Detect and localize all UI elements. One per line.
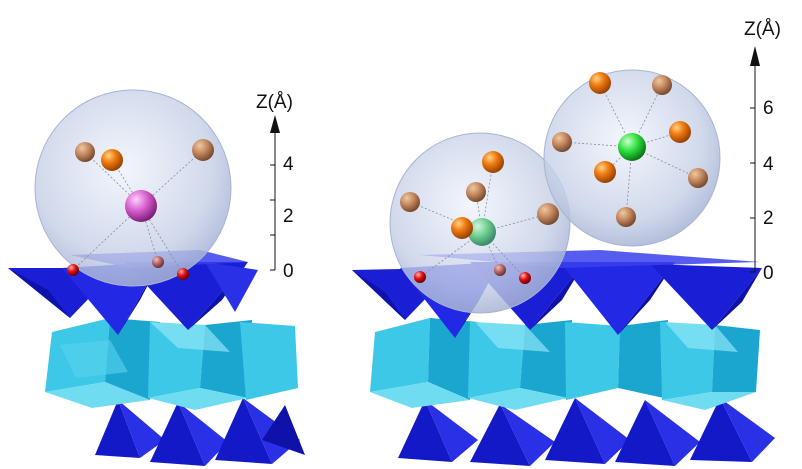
left-coordination-sphere <box>34 89 232 287</box>
right-tick-label-2: 2 <box>763 208 774 229</box>
water-oxygen-atom <box>400 192 420 212</box>
water-oxygen-atom <box>552 132 572 152</box>
surface-oxygen-atom <box>494 264 506 276</box>
water-oxygen-atom <box>75 142 95 162</box>
left-central-cation <box>125 190 157 222</box>
water-oxygen-atom <box>589 72 611 94</box>
right-bottom-tetrahedra-layer <box>398 398 775 466</box>
water-oxygen-atom <box>594 161 616 183</box>
left-tick-label-2: 2 <box>283 206 294 227</box>
left-z-axis: Z(Å) 0 2 4 <box>256 92 294 282</box>
water-oxygen-atom <box>451 217 473 239</box>
surface-oxygen-atom <box>67 264 79 276</box>
left-bottom-tetrahedra-layer <box>95 398 305 466</box>
surface-oxygen-atom <box>414 271 426 283</box>
water-oxygen-atom <box>616 207 636 227</box>
water-oxygen-atom <box>669 121 691 143</box>
water-oxygen-atom <box>537 203 559 225</box>
left-panel <box>8 89 305 466</box>
water-oxygen-atom <box>466 182 486 202</box>
left-octahedra-layer <box>45 318 298 410</box>
right-tick-label-6: 6 <box>763 98 774 119</box>
right-tick-label-0: 0 <box>763 263 774 284</box>
right-z-axis: Z(Å) 0 2 4 6 <box>744 19 781 284</box>
water-oxygen-atom <box>482 151 504 173</box>
water-oxygen-atom <box>688 168 708 188</box>
right-octahedra-layer <box>370 318 760 410</box>
right-tick-label-4: 4 <box>763 154 774 175</box>
right-axis-label: Z(Å) <box>744 19 781 40</box>
surface-oxygen-atom <box>519 272 531 284</box>
up-arrow-icon <box>750 46 760 66</box>
right-panel <box>352 69 775 466</box>
left-tick-label-4: 4 <box>283 154 294 175</box>
surface-oxygen-atom <box>152 256 164 268</box>
right-lower-central-cation <box>468 218 496 246</box>
left-axis-label: Z(Å) <box>256 92 293 113</box>
water-oxygen-atom <box>192 139 214 161</box>
water-oxygen-atom <box>101 149 123 171</box>
left-tick-label-0: 0 <box>283 261 294 282</box>
up-arrow-icon <box>270 115 280 133</box>
water-oxygen-atom <box>652 75 672 95</box>
surface-oxygen-atom <box>177 268 189 280</box>
right-upper-central-cation <box>618 133 646 161</box>
